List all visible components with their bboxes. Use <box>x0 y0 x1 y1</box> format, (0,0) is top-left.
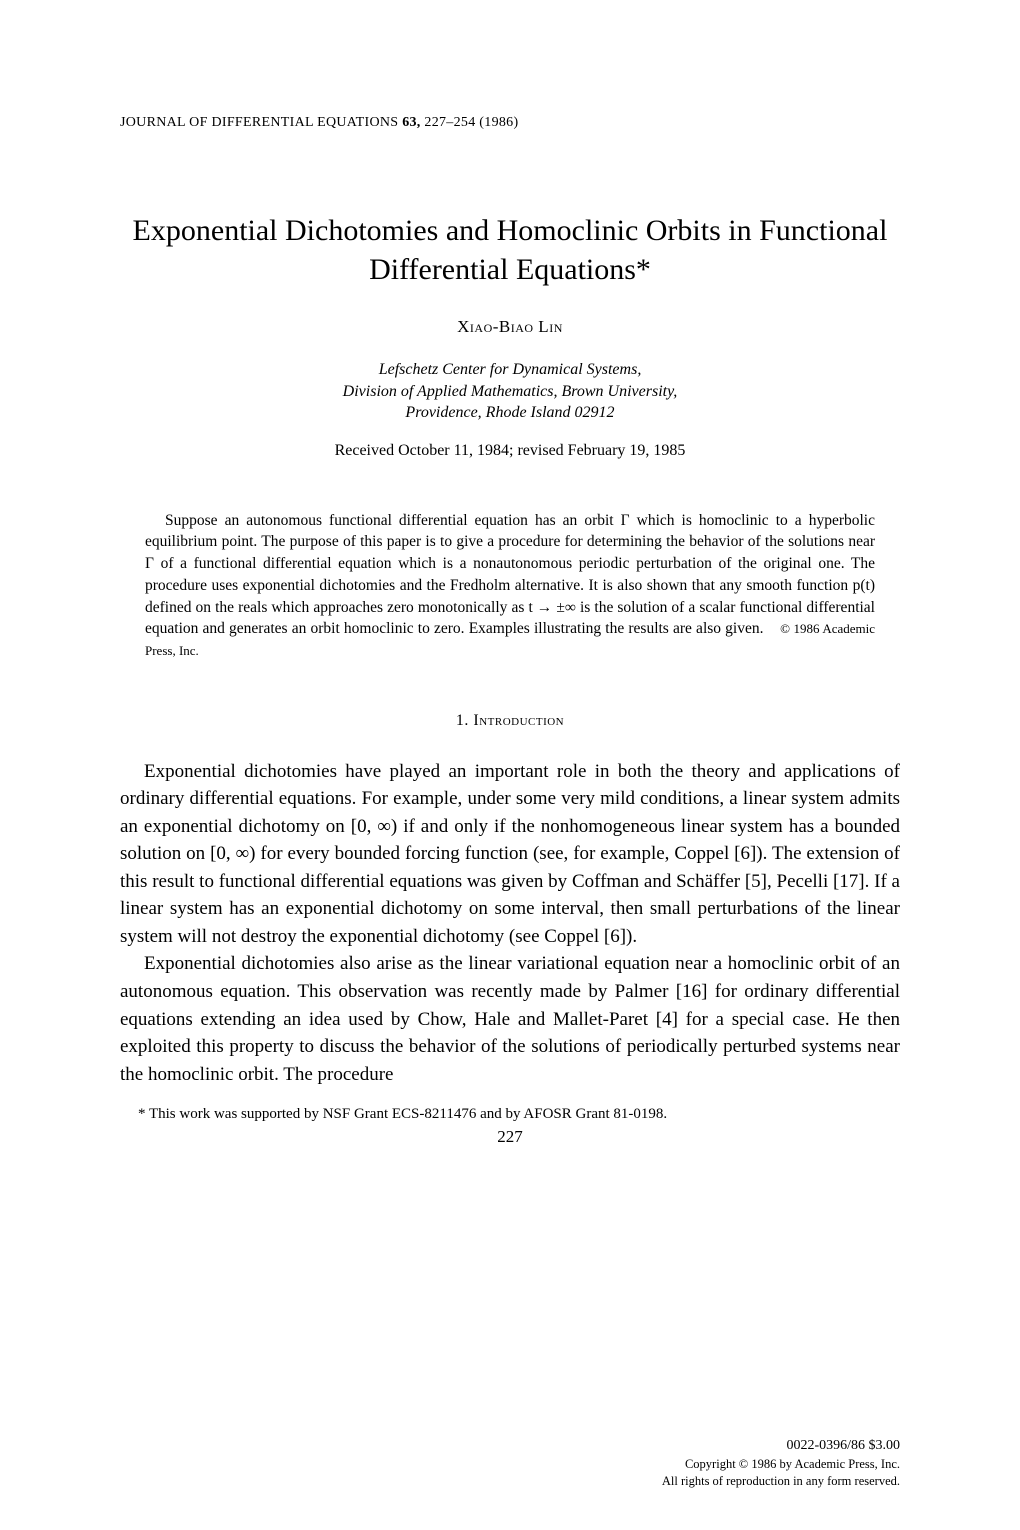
affiliation-line: Division of Applied Mathematics, Brown U… <box>120 381 900 403</box>
paper-title: Exponential Dichotomies and Homoclinic O… <box>120 211 900 289</box>
footnote: * This work was supported by NSF Grant E… <box>120 1106 900 1123</box>
abstract: Suppose an autonomous functional differe… <box>145 510 875 662</box>
author-name: Xiao-Biao Lin <box>120 317 900 337</box>
affiliation-line: Providence, Rhode Island 02912 <box>120 402 900 424</box>
affiliation-line: Lefschetz Center for Dynamical Systems, <box>120 359 900 381</box>
section-heading: 1. Introduction <box>120 712 900 730</box>
journal-volume: 63, <box>402 115 420 130</box>
journal-name: JOURNAL OF DIFFERENTIAL EQUATIONS <box>120 115 398 130</box>
footer-copyright-line: Copyright © 1986 by Academic Press, Inc. <box>662 1456 900 1473</box>
footer-issn-price: 0022-0396/86 $3.00 <box>662 1437 900 1456</box>
body-paragraph: Exponential dichotomies have played an i… <box>120 758 900 951</box>
received-date: Received October 11, 1984; revised Febru… <box>120 442 900 460</box>
author-affiliation: Lefschetz Center for Dynamical Systems, … <box>120 359 900 424</box>
page-number: 227 <box>120 1127 900 1147</box>
footer-rights-line: All rights of reproduction in any form r… <box>662 1473 900 1490</box>
abstract-text: Suppose an autonomous functional differe… <box>145 512 875 637</box>
footer-copyright: 0022-0396/86 $3.00 Copyright © 1986 by A… <box>662 1437 900 1490</box>
journal-header: JOURNAL OF DIFFERENTIAL EQUATIONS 63, 22… <box>120 115 900 131</box>
journal-pages: 227–254 (1986) <box>424 115 518 130</box>
body-paragraph: Exponential dichotomies also arise as th… <box>120 950 900 1088</box>
